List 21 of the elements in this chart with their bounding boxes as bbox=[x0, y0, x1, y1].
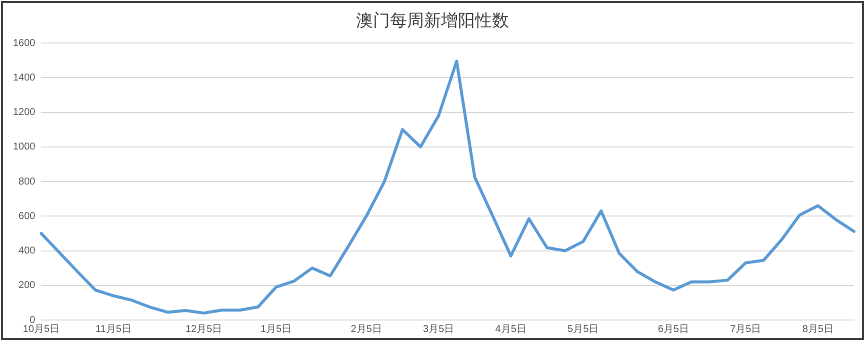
x-tick-label: 2月5日 bbox=[350, 324, 382, 335]
x-tick-label: 5月5日 bbox=[568, 324, 599, 335]
y-tick-label: 800 bbox=[18, 176, 36, 188]
y-tick-label: 400 bbox=[18, 246, 36, 256]
y-tick-label: 1400 bbox=[12, 72, 36, 84]
chart-title: 澳门每周新增阳性数 bbox=[355, 10, 510, 32]
x-tick-label: 3月5日 bbox=[423, 324, 454, 335]
x-tick-label: 10月5日 bbox=[22, 324, 60, 335]
y-tick-label: 1200 bbox=[12, 107, 36, 118]
y-tick-label: 0 bbox=[30, 314, 36, 326]
x-tick-label: 6月5日 bbox=[658, 324, 689, 335]
x-tick-label: 11月5日 bbox=[96, 324, 132, 335]
x-tick-label: 7月5日 bbox=[730, 324, 762, 335]
y-tick-label: 1600 bbox=[12, 38, 36, 49]
x-tick-label: 1月5日 bbox=[260, 324, 292, 335]
y-tick-label: 600 bbox=[18, 210, 36, 222]
y-tick-label: 1000 bbox=[12, 142, 36, 153]
y-tick-label: 200 bbox=[18, 280, 36, 292]
x-tick-label: 8月5日 bbox=[802, 324, 834, 335]
x-tick-label: 12月5日 bbox=[185, 324, 222, 335]
x-tick-label: 4月5日 bbox=[495, 324, 526, 335]
